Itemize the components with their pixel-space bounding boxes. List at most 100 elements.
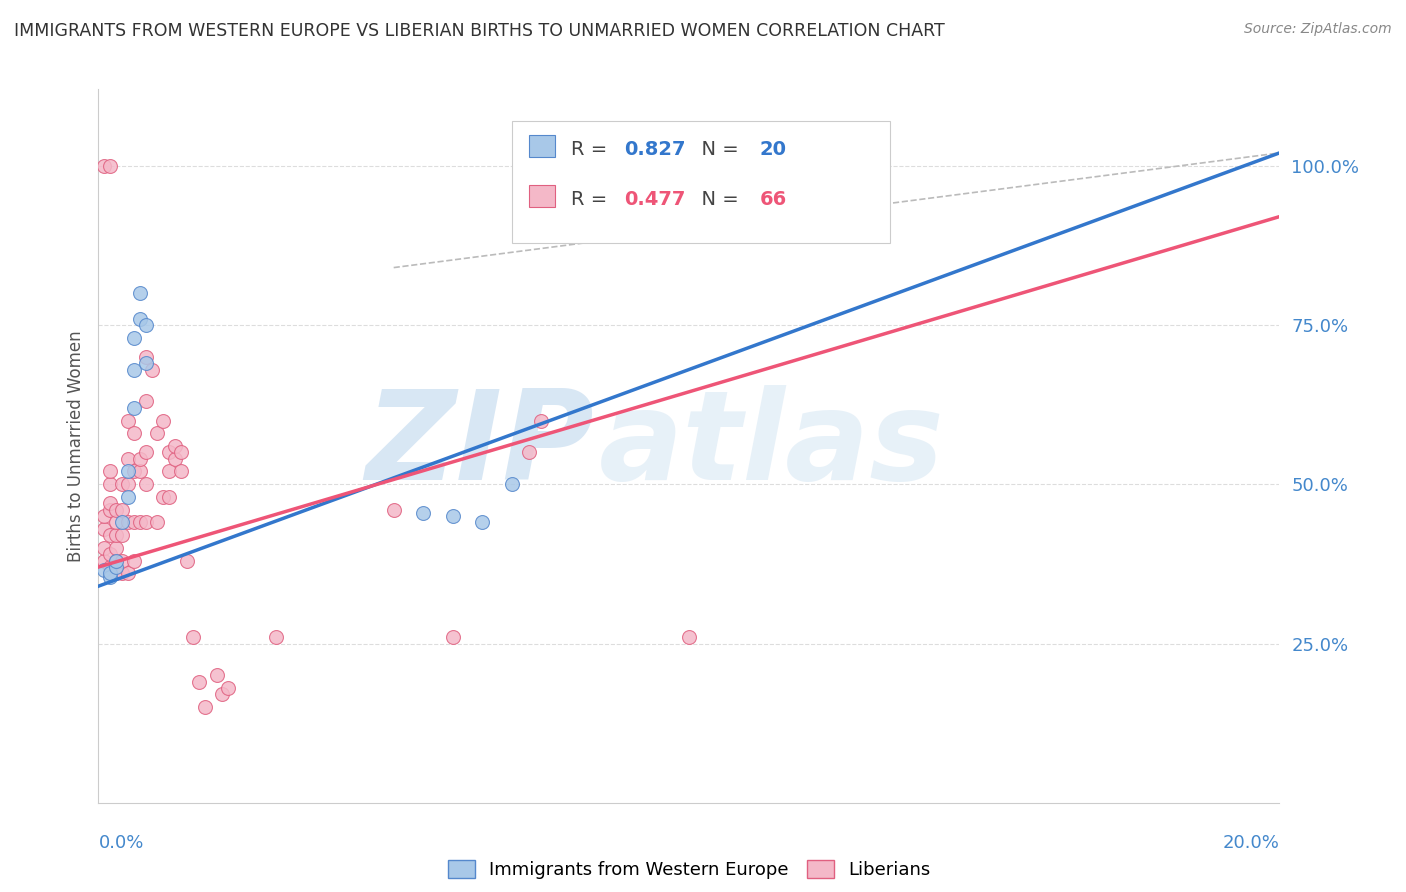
Point — [122, 362, 145, 376]
Text: 66: 66 — [759, 190, 787, 210]
Point — [135, 318, 157, 332]
Point — [98, 477, 121, 491]
Point — [105, 528, 128, 542]
Point — [117, 566, 139, 581]
Point — [170, 445, 193, 459]
Point — [135, 516, 157, 530]
Point — [117, 490, 139, 504]
Point — [217, 681, 239, 695]
Point — [152, 490, 174, 504]
Point — [105, 516, 128, 530]
Text: IMMIGRANTS FROM WESTERN EUROPE VS LIBERIAN BIRTHS TO UNMARRIED WOMEN CORRELATION: IMMIGRANTS FROM WESTERN EUROPE VS LIBERI… — [14, 22, 945, 40]
Legend: Immigrants from Western Europe, Liberians: Immigrants from Western Europe, Liberian… — [440, 853, 938, 887]
Point — [98, 528, 121, 542]
Point — [194, 700, 217, 714]
Point — [678, 630, 700, 644]
Y-axis label: Births to Unmarried Women: Births to Unmarried Women — [66, 330, 84, 562]
Point — [93, 563, 115, 577]
Point — [98, 547, 121, 561]
Point — [135, 445, 157, 459]
Text: ZIP: ZIP — [366, 385, 595, 507]
Text: 0.0%: 0.0% — [98, 834, 143, 852]
Text: Source: ZipAtlas.com: Source: ZipAtlas.com — [1244, 22, 1392, 37]
Point — [211, 688, 233, 702]
Point — [93, 159, 115, 173]
Point — [264, 630, 287, 644]
Point — [98, 502, 121, 516]
Point — [441, 509, 464, 524]
Text: 0.477: 0.477 — [624, 190, 685, 210]
Point — [117, 516, 139, 530]
Point — [165, 451, 187, 466]
Point — [135, 477, 157, 491]
FancyBboxPatch shape — [512, 121, 890, 243]
Point — [93, 522, 115, 536]
Point — [135, 394, 157, 409]
Point — [157, 465, 180, 479]
Point — [181, 630, 204, 644]
Text: 20: 20 — [759, 140, 787, 160]
Point — [441, 630, 464, 644]
Point — [135, 356, 157, 370]
Point — [98, 566, 121, 581]
Point — [501, 477, 523, 491]
Point — [382, 502, 405, 516]
Point — [105, 502, 128, 516]
Point — [141, 362, 163, 376]
Point — [122, 516, 145, 530]
Text: N =: N = — [689, 140, 745, 160]
Point — [117, 465, 139, 479]
Text: 20.0%: 20.0% — [1223, 834, 1279, 852]
Point — [146, 426, 169, 441]
Point — [93, 541, 115, 555]
Point — [105, 566, 128, 581]
Point — [98, 496, 121, 510]
Point — [157, 490, 180, 504]
Point — [105, 541, 128, 555]
Point — [111, 554, 134, 568]
Text: R =: R = — [571, 140, 613, 160]
Point — [122, 465, 145, 479]
Point — [128, 286, 150, 301]
Point — [105, 560, 128, 574]
Point — [519, 445, 541, 459]
Point — [111, 566, 134, 581]
Point — [111, 502, 134, 516]
Point — [117, 477, 139, 491]
Point — [128, 516, 150, 530]
Point — [98, 560, 121, 574]
Point — [176, 554, 198, 568]
Point — [98, 159, 121, 173]
Point — [117, 451, 139, 466]
Text: 0.827: 0.827 — [624, 140, 686, 160]
Point — [111, 516, 134, 530]
FancyBboxPatch shape — [530, 185, 555, 207]
Point — [93, 554, 115, 568]
Point — [170, 465, 193, 479]
Point — [187, 674, 209, 689]
Point — [98, 569, 121, 583]
FancyBboxPatch shape — [530, 135, 555, 157]
Point — [530, 413, 553, 427]
Point — [205, 668, 228, 682]
Point — [122, 426, 145, 441]
Point — [93, 509, 115, 524]
Point — [111, 528, 134, 542]
Point — [128, 451, 150, 466]
Point — [122, 554, 145, 568]
Point — [122, 331, 145, 345]
Text: N =: N = — [689, 190, 745, 210]
Point — [855, 159, 877, 173]
Text: R =: R = — [571, 190, 613, 210]
Point — [128, 311, 150, 326]
Point — [146, 516, 169, 530]
Point — [98, 465, 121, 479]
Point — [105, 554, 128, 568]
Point — [471, 516, 494, 530]
Point — [128, 465, 150, 479]
Point — [122, 401, 145, 415]
Point — [157, 445, 180, 459]
Point — [117, 413, 139, 427]
Point — [135, 350, 157, 364]
Text: atlas: atlas — [599, 385, 945, 507]
